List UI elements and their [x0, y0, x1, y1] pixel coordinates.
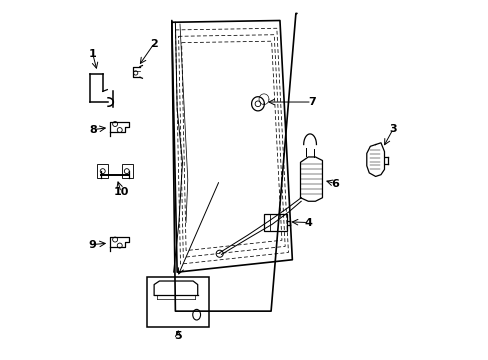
- Bar: [264, 214, 286, 231]
- Text: 4: 4: [304, 217, 312, 228]
- Bar: [122, 164, 133, 178]
- Bar: [97, 164, 108, 178]
- Text: 6: 6: [330, 179, 338, 189]
- Text: 7: 7: [307, 97, 315, 107]
- Text: 10: 10: [113, 188, 128, 197]
- Text: 2: 2: [150, 39, 158, 49]
- Text: 3: 3: [389, 123, 396, 134]
- Text: 8: 8: [89, 125, 97, 135]
- Text: 5: 5: [174, 331, 182, 341]
- Text: 1: 1: [89, 49, 97, 59]
- Bar: [147, 278, 209, 327]
- Text: 9: 9: [89, 239, 97, 249]
